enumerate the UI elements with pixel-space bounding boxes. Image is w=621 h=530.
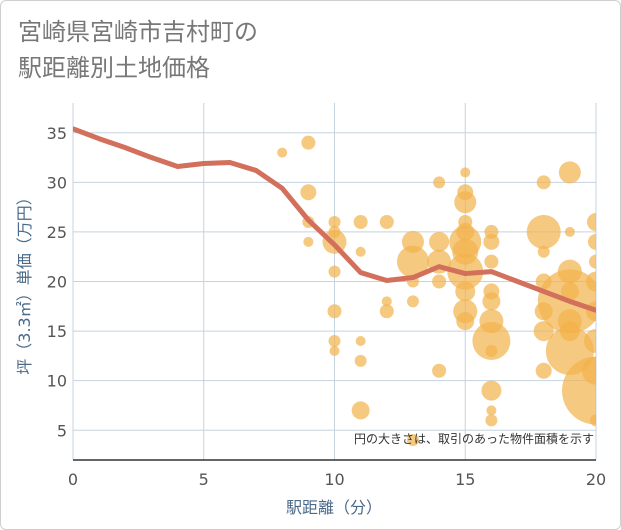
bubble: [328, 335, 341, 347]
bubble: [482, 292, 501, 311]
y-axis-title: 坪（3.3㎡）単価（万円）: [15, 189, 34, 374]
bubble: [355, 246, 366, 257]
x-tick-label: 15: [455, 470, 475, 489]
bubble: [328, 265, 341, 278]
bubble: [485, 414, 498, 427]
bubble: [558, 161, 581, 184]
bubble: [535, 362, 552, 379]
bubble: [353, 215, 368, 229]
trend-line: [73, 126, 596, 313]
bubble: [379, 304, 394, 319]
y-tick-label: 15: [47, 322, 67, 341]
x-tick-label: 0: [68, 470, 78, 489]
bubble: [406, 295, 419, 308]
bubble: [396, 245, 429, 278]
bubble: [586, 271, 596, 292]
y-tick-label: 35: [47, 124, 67, 143]
x-tick-label: 20: [586, 470, 606, 489]
bubble: [485, 344, 498, 357]
y-axis-ticks: 5 10 15 20 25 30 35: [47, 124, 67, 441]
bubble: [300, 184, 317, 201]
bubble: [484, 254, 499, 269]
bubble: [589, 254, 596, 269]
bubble: [562, 356, 596, 425]
bubble: [429, 231, 450, 252]
bubble: [303, 236, 314, 247]
bubble: [483, 233, 500, 250]
bubble: [533, 321, 554, 342]
trend-series: [73, 126, 596, 313]
bubble: [481, 380, 502, 401]
x-tick-label: 10: [324, 470, 344, 489]
bubble: [584, 329, 596, 353]
bubble: [460, 167, 471, 178]
bubble: [329, 345, 340, 356]
bubble-size-note: 円の大きさは、取引のあった物件面積を示す: [354, 431, 594, 446]
bubble: [587, 213, 596, 231]
bubble: [432, 363, 447, 378]
bubble: [455, 281, 476, 302]
bubble: [379, 215, 394, 229]
x-tick-label: 5: [199, 470, 209, 489]
x-axis-title: 駅距離（分）: [286, 498, 382, 517]
bubble: [588, 233, 596, 250]
bubble: [456, 312, 475, 331]
bubble: [301, 135, 316, 150]
bubble: [537, 245, 550, 258]
y-tick-label: 25: [47, 223, 67, 242]
bubble: [590, 414, 596, 427]
chart-title-line-2: 駅距離別土地価格: [18, 54, 210, 82]
bubble: [472, 322, 511, 360]
bubble: [354, 354, 367, 367]
bubble: [351, 401, 370, 420]
bubble: [536, 175, 551, 190]
chart-title-line-1: 宮崎県宮崎市吉村町の: [18, 18, 258, 46]
bubble: [433, 176, 446, 189]
bubble: [486, 405, 497, 416]
y-tick-label: 30: [47, 173, 67, 192]
bubble: [454, 191, 477, 214]
bubble: [406, 434, 419, 447]
y-tick-label: 5: [57, 421, 67, 440]
bubble: [277, 147, 288, 158]
bubble: [526, 214, 561, 249]
y-tick-label: 20: [47, 273, 67, 292]
y-tick-label: 10: [47, 372, 67, 391]
bubble: [355, 336, 366, 346]
x-axis-ticks: 0 5 10 15 20: [68, 470, 606, 489]
bubble: [432, 274, 447, 289]
bubble: [328, 216, 341, 228]
bubble: [564, 226, 575, 237]
bubble: [327, 304, 342, 319]
bubble: [381, 296, 392, 307]
chart-title: 宮崎県宮崎市吉村町の 駅距離別土地価格: [18, 14, 258, 86]
